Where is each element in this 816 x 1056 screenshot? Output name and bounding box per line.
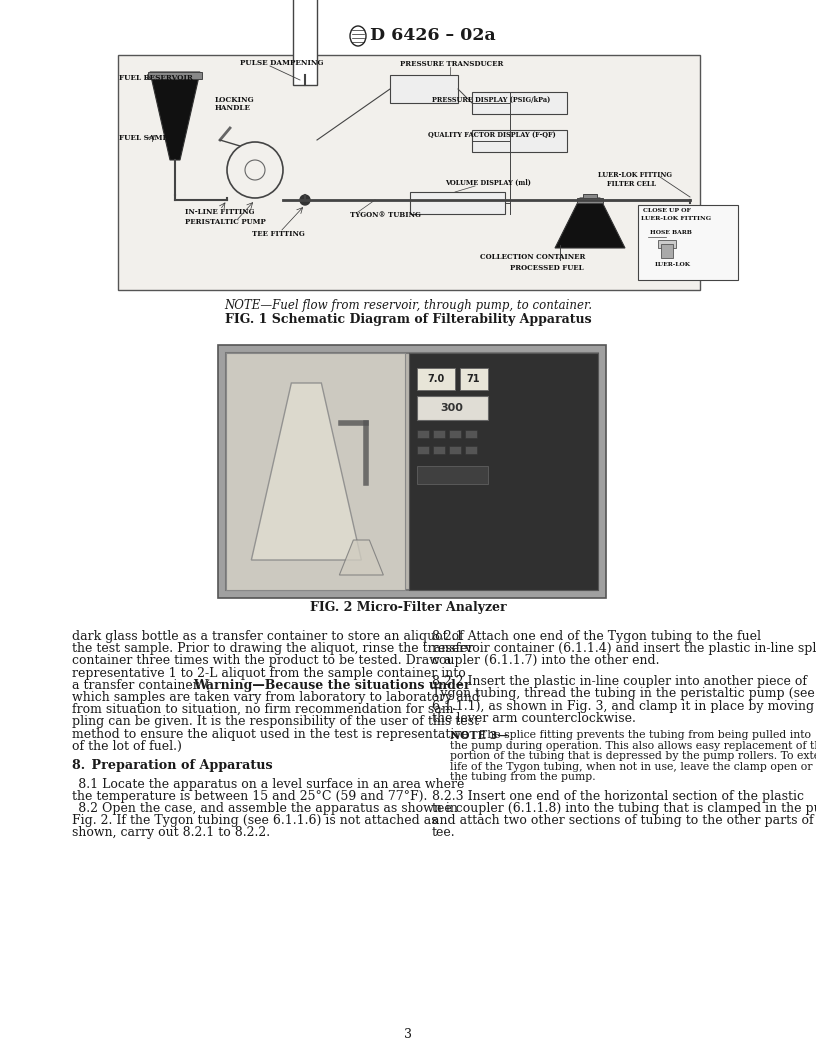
Polygon shape	[339, 540, 384, 576]
Text: NOTE 3—: NOTE 3—	[450, 730, 508, 741]
Bar	[148, 72, 202, 79]
Text: 6.1.1.1), as shown in Fig. 3, and clamp it in place by moving: 6.1.1.1), as shown in Fig. 3, and clamp …	[432, 699, 814, 713]
Text: PRESSURE TRANSDUCER: PRESSURE TRANSDUCER	[400, 60, 503, 68]
Text: dark glass bottle as a transfer container to store an aliquot of: dark glass bottle as a transfer containe…	[72, 630, 463, 643]
Text: D 6426 – 02a: D 6426 – 02a	[370, 27, 495, 44]
Text: the lever arm counterclockwise.: the lever arm counterclockwise.	[432, 712, 636, 724]
Text: PERISTALTIC PUMP: PERISTALTIC PUMP	[185, 218, 266, 226]
Bar	[459, 367, 488, 390]
Text: coupler (6.1.1.7) into the other end.: coupler (6.1.1.7) into the other end.	[432, 655, 659, 667]
Text: IN-LINE FITTING: IN-LINE FITTING	[185, 208, 255, 216]
Bar	[472, 130, 567, 152]
Polygon shape	[555, 199, 625, 248]
Text: reservoir container (6.1.1.4) and insert the plastic in-line splice: reservoir container (6.1.1.4) and insert…	[432, 642, 816, 655]
Bar	[638, 205, 738, 280]
Bar	[409, 353, 598, 590]
Bar	[464, 430, 477, 438]
Polygon shape	[150, 72, 200, 161]
Text: the temperature is between 15 and 25°C (59 and 77°F).: the temperature is between 15 and 25°C (…	[72, 790, 428, 803]
Bar	[118, 55, 700, 290]
Text: LUER-LOK FITTING: LUER-LOK FITTING	[641, 215, 711, 221]
Text: COLLECTION CONTAINER: COLLECTION CONTAINER	[480, 253, 585, 261]
Bar	[416, 430, 428, 438]
Text: HANDLE: HANDLE	[215, 103, 251, 112]
Text: FILTER CELL: FILTER CELL	[607, 180, 656, 188]
Text: the test sample. Prior to drawing the aliquot, rinse the transfer: the test sample. Prior to drawing the al…	[72, 642, 473, 655]
Text: portion of the tubing that is depressed by the pump rollers. To extend the: portion of the tubing that is depressed …	[450, 751, 816, 761]
Text: FUEL RESERVOIR: FUEL RESERVOIR	[119, 74, 193, 82]
Circle shape	[300, 195, 310, 205]
Text: tee.: tee.	[432, 827, 455, 840]
Bar	[577, 199, 603, 203]
Bar	[658, 240, 676, 248]
Text: TEE FITTING: TEE FITTING	[252, 230, 304, 238]
Bar	[449, 446, 460, 454]
Bar	[432, 446, 445, 454]
Text: HOSE BARB: HOSE BARB	[650, 229, 692, 234]
Text: The splice fitting prevents the tubing from being pulled into: The splice fitting prevents the tubing f…	[480, 730, 811, 740]
Text: 8.2.3 Insert one end of the horizontal section of the plastic: 8.2.3 Insert one end of the horizontal s…	[432, 790, 804, 803]
Text: and attach two other sections of tubing to the other parts of the: and attach two other sections of tubing …	[432, 814, 816, 827]
Polygon shape	[251, 383, 361, 560]
Text: from situation to situation, no firm recommendation for sam-: from situation to situation, no firm rec…	[72, 703, 458, 716]
Text: LUER-LOK FITTING: LUER-LOK FITTING	[598, 171, 672, 180]
Text: 3: 3	[404, 1029, 412, 1041]
Text: representative 1 to 2-L aliquot from the sample container into: representative 1 to 2-L aliquot from the…	[72, 666, 466, 680]
Text: tee coupler (6.1.1.8) into the tubing that is clamped in the pump: tee coupler (6.1.1.8) into the tubing th…	[432, 803, 816, 815]
Text: PULSE DAMPENING: PULSE DAMPENING	[240, 59, 324, 67]
Text: which samples are taken vary from laboratory to laboratory and: which samples are taken vary from labora…	[72, 691, 480, 704]
Bar	[416, 446, 428, 454]
Text: a transfer container. (⁠: a transfer container. (⁠	[72, 679, 211, 692]
Text: 8. Preparation of Apparatus: 8. Preparation of Apparatus	[72, 759, 273, 772]
Text: VOLUME DISPLAY (ml): VOLUME DISPLAY (ml)	[445, 180, 531, 187]
Bar	[583, 194, 597, 199]
Text: 300: 300	[441, 403, 463, 413]
Text: container three times with the product to be tested. Draw a: container three times with the product t…	[72, 655, 451, 667]
Text: NOTE—Fuel flow from reservoir, through pump, to container.: NOTE—Fuel flow from reservoir, through p…	[224, 299, 592, 312]
Bar	[464, 446, 477, 454]
Text: 8.2.2 Insert the plastic in-line coupler into another piece of: 8.2.2 Insert the plastic in-line coupler…	[432, 675, 807, 689]
Text: 7.0: 7.0	[427, 374, 444, 384]
Text: 71: 71	[467, 374, 481, 384]
Text: LUER-LOK: LUER-LOK	[655, 263, 691, 267]
Text: PRESSURE DISPLAY (PSIG/kPa): PRESSURE DISPLAY (PSIG/kPa)	[432, 96, 550, 103]
Bar	[449, 430, 460, 438]
Bar	[390, 75, 458, 103]
Bar	[416, 367, 455, 390]
Text: life of the Tygon tubing, when not in use, leave the clamp open or remove: life of the Tygon tubing, when not in us…	[450, 761, 816, 772]
Text: the pump during operation. This also allows easy replacement of the: the pump during operation. This also all…	[450, 740, 816, 751]
Bar	[416, 396, 488, 420]
Text: pling can be given. It is the responsibility of the user of this test: pling can be given. It is the responsibi…	[72, 715, 479, 729]
Text: 8.1 Locate the apparatus on a level surface in an area where: 8.1 Locate the apparatus on a level surf…	[72, 777, 464, 791]
Text: CLOSE UP OF: CLOSE UP OF	[643, 207, 691, 212]
Text: shown, carry out 8.2.1 to 8.2.2.: shown, carry out 8.2.1 to 8.2.2.	[72, 827, 270, 840]
Text: 8.2 Open the case, and assemble the apparatus as shown in: 8.2 Open the case, and assemble the appa…	[72, 802, 458, 815]
Bar	[416, 466, 488, 484]
Text: method to ensure the aliquot used in the test is representative: method to ensure the aliquot used in the…	[72, 728, 469, 740]
Text: TYGON® TUBING: TYGON® TUBING	[350, 211, 421, 219]
Text: the tubing from the pump.: the tubing from the pump.	[450, 772, 596, 782]
Text: FIG. 1 Schematic Diagram of Filterability Apparatus: FIG. 1 Schematic Diagram of Filterabilit…	[224, 313, 592, 325]
Text: Fig. 2. If the Tygon tubing (see 6.1.1.6) is not attached as: Fig. 2. If the Tygon tubing (see 6.1.1.6…	[72, 814, 437, 827]
Text: Warning—Because the situations under: Warning—Because the situations under	[193, 679, 471, 692]
Bar	[661, 244, 673, 258]
Text: QUALITY FACTOR DISPLAY (F-QF): QUALITY FACTOR DISPLAY (F-QF)	[428, 131, 556, 139]
Bar	[293, 0, 317, 84]
Text: 8.2.1 Attach one end of the Tygon tubing to the fuel: 8.2.1 Attach one end of the Tygon tubing…	[432, 630, 761, 643]
Bar	[410, 192, 505, 214]
Text: FIG. 2 Micro-Filter Analyzer: FIG. 2 Micro-Filter Analyzer	[310, 601, 506, 614]
Bar	[218, 345, 606, 598]
Text: of the lot of fuel.): of the lot of fuel.)	[72, 740, 182, 753]
Bar	[226, 353, 405, 590]
Text: Tygon tubing, thread the tubing in the peristaltic pump (see: Tygon tubing, thread the tubing in the p…	[432, 687, 814, 700]
Bar	[472, 92, 567, 114]
Text: FUEL SAMPLE: FUEL SAMPLE	[119, 134, 179, 142]
Bar	[226, 353, 598, 590]
Bar	[432, 430, 445, 438]
Text: LOCKING: LOCKING	[215, 96, 255, 103]
Text: PROCESSED FUEL: PROCESSED FUEL	[510, 264, 583, 272]
